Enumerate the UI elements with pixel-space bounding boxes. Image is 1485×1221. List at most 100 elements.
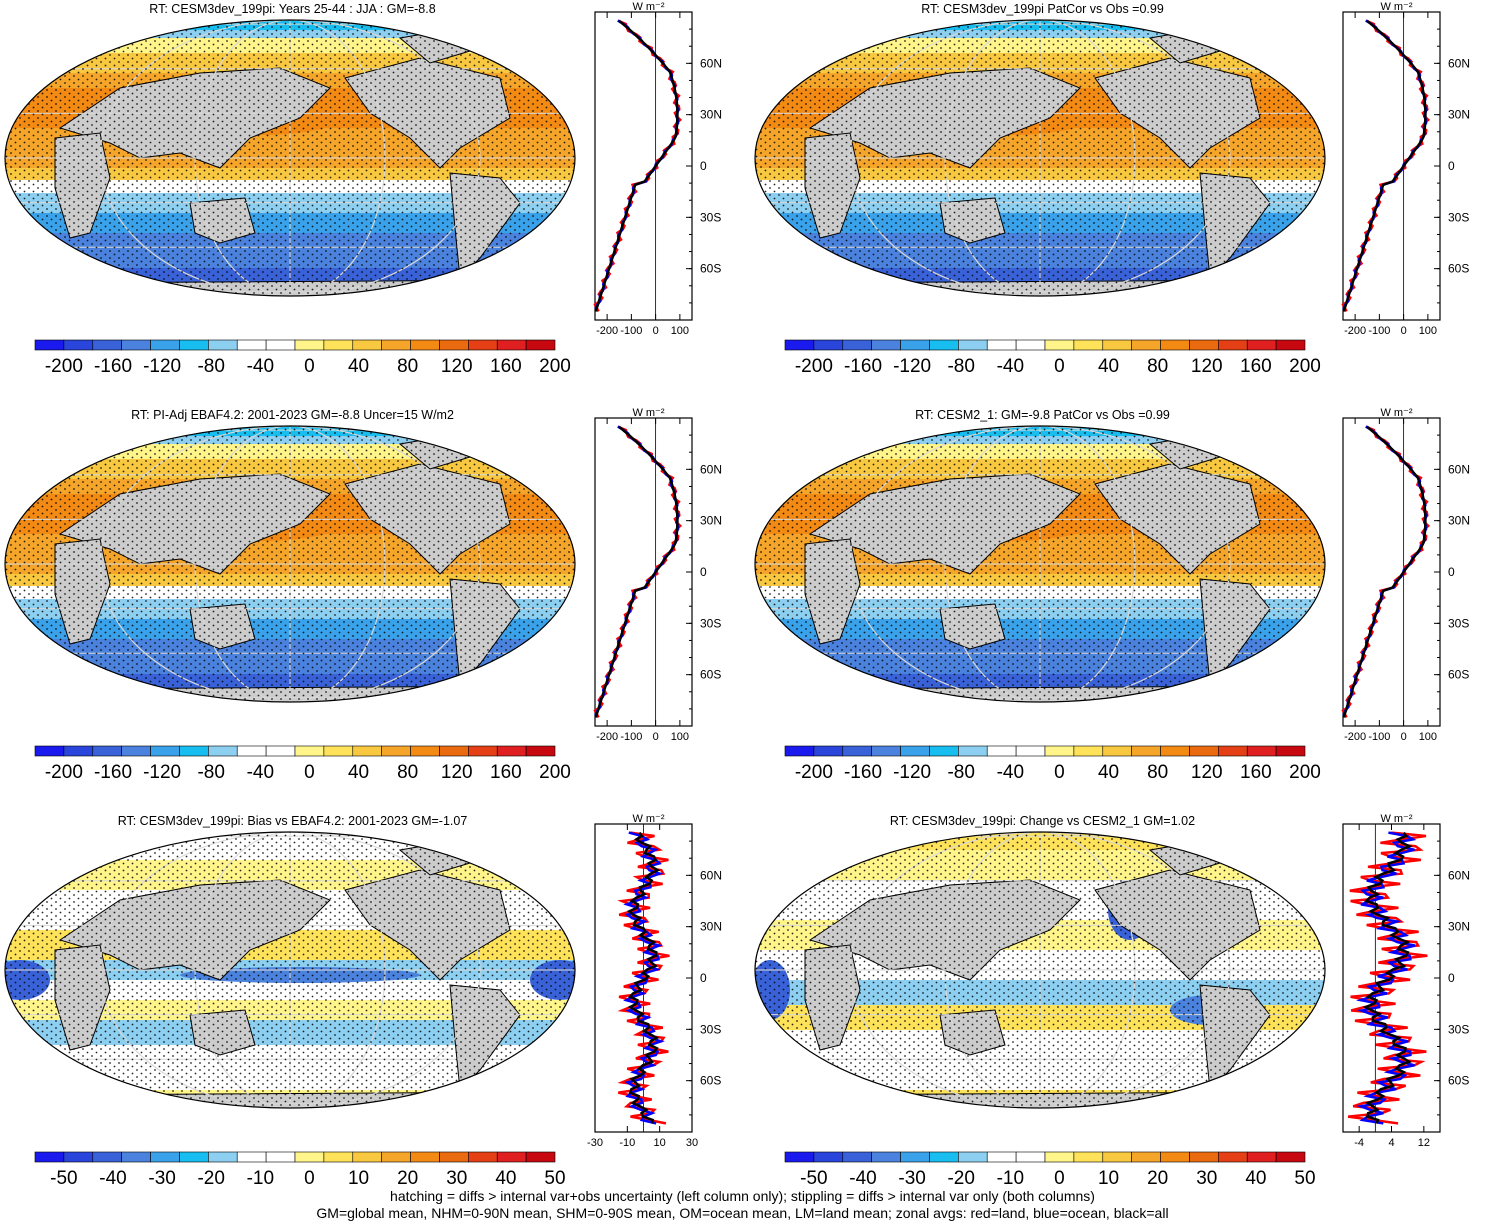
colorbar-swatch: [121, 339, 151, 351]
colorbar-swatch: [1015, 1151, 1046, 1163]
panel-5-colorbar: -50 -40 -30 -20 -10 0 10 20 30 40 50: [34, 1151, 566, 1189]
colorbar-swatch: [265, 1151, 296, 1163]
colorbar-tick-label: -120: [143, 356, 181, 377]
colorbar-tick-label: 40: [348, 356, 369, 377]
zonal-lat-label: 60N: [700, 868, 722, 882]
colorbar-swatch: [121, 745, 151, 757]
colorbar-swatch: [410, 1151, 440, 1163]
colorbar-swatch: [496, 745, 527, 757]
colorbar-tick-label: 80: [397, 356, 418, 377]
colorbar-tick-label: 200: [539, 762, 571, 783]
colorbar-swatch: [813, 339, 844, 351]
colorbar-swatch: [265, 339, 296, 351]
colorbar-swatch: [986, 1151, 1017, 1163]
zonal-x-tick-label: 100: [671, 731, 689, 743]
colorbar-tick-label: 0: [1054, 762, 1065, 783]
colorbar-tick-label: -120: [893, 762, 931, 783]
colorbar-tick-label: -10: [997, 1168, 1024, 1189]
colorbar-swatch: [1189, 745, 1219, 757]
zonal-x-tick-label: 100: [1419, 325, 1437, 337]
panel-6-map: [754, 831, 1326, 1109]
map-field: [755, 20, 1325, 296]
zonal-lat-label: 30S: [1448, 616, 1469, 630]
colorbar-tick-label: 120: [441, 762, 473, 783]
colorbar-tick-label: -40: [247, 762, 274, 783]
zonal-all-line: [626, 831, 661, 1124]
zonal-lat-label: 60N: [700, 462, 722, 476]
panel-6-zonal-plot: W m⁻² 60N 30N 0 30S 60S -4 4 12: [1342, 813, 1470, 1149]
colorbar-tick-label: 0: [1054, 1168, 1065, 1189]
colorbar-tick-label: -200: [45, 762, 83, 783]
colorbar-swatch: [265, 745, 296, 757]
colorbar-swatch: [63, 339, 94, 351]
panel-4-map: [754, 425, 1326, 703]
colorbar-swatch: [1102, 339, 1132, 351]
colorbar-swatch: [381, 1151, 411, 1163]
zonal-lat-label: 60N: [1448, 56, 1470, 70]
zonal-lat-label: 0: [1448, 565, 1455, 579]
zonal-all-line: [1362, 831, 1413, 1124]
zonal-lat-label: 30S: [1448, 210, 1469, 224]
colorbar-swatch: [34, 339, 65, 351]
colorbar-swatch: [784, 339, 815, 351]
colorbar-swatch: [496, 339, 527, 351]
colorbar-tick-label: 160: [1240, 356, 1272, 377]
colorbar-tick-label: 0: [304, 762, 315, 783]
colorbar-tick-label: -120: [893, 356, 931, 377]
colorbar-swatch: [842, 1151, 872, 1163]
zonal-x-tick-label: -10: [619, 1137, 635, 1149]
colorbar-swatch: [468, 745, 498, 757]
colorbar-swatch: [1275, 339, 1306, 351]
colorbar-swatch: [63, 745, 94, 757]
colorbar-swatch: [1160, 745, 1190, 757]
colorbar-swatch: [208, 745, 238, 757]
colorbar-swatch: [208, 1151, 238, 1163]
colorbar-swatch: [929, 339, 959, 351]
zonal-x-tick-label: 0: [1401, 731, 1407, 743]
colorbar-swatch: [784, 745, 815, 757]
colorbar-swatch: [150, 339, 180, 351]
colorbar-tick-label: 80: [397, 762, 418, 783]
colorbar-tick-label: 40: [1245, 1168, 1266, 1189]
zonal-lat-label: 30S: [700, 210, 721, 224]
zonal-lat-label: 30S: [1448, 1022, 1469, 1036]
panel-3-title: RT: PI-Adj EBAF4.2: 2001-2023 GM=-8.8 Un…: [131, 408, 454, 422]
colorbar-tick-label: -200: [795, 762, 833, 783]
colorbar-swatch: [1160, 1151, 1190, 1163]
panel-3-colorbar: -200 -160 -120 -80 -40 0 40 80 120 160 200: [34, 745, 571, 783]
colorbar-swatch: [410, 745, 440, 757]
colorbar-swatch: [1218, 1151, 1248, 1163]
colorbar-tick-label: -80: [197, 356, 224, 377]
zonal-unit-label: W m⁻²: [1380, 1, 1412, 13]
zonal-land-line: [1341, 425, 1431, 718]
colorbar-swatch: [986, 745, 1017, 757]
zonal-lat-label: 0: [700, 971, 707, 985]
panel-2-title: RT: CESM3dev_199pi PatCor vs Obs =0.99: [921, 2, 1164, 16]
colorbar-tick-label: -80: [947, 762, 974, 783]
colorbar-tick-label: 80: [1147, 356, 1168, 377]
zonal-all-line: [594, 19, 679, 312]
colorbar-swatch: [1131, 745, 1161, 757]
colorbar-swatch: [813, 1151, 844, 1163]
zonal-x-tick-label: -200: [596, 325, 618, 337]
colorbar-swatch: [92, 339, 122, 351]
colorbar-swatch: [1131, 339, 1161, 351]
colorbar-swatch: [900, 339, 930, 351]
colorbar-swatch: [439, 1151, 469, 1163]
zonal-lat-label: 60S: [700, 668, 721, 682]
colorbar-swatch: [1044, 1151, 1075, 1163]
zonal-land-line: [1341, 19, 1431, 312]
zonal-x-tick-label: -100: [620, 731, 642, 743]
colorbar-swatch: [1102, 745, 1132, 757]
zonal-x-tick-label: 0: [1401, 325, 1407, 337]
zonal-x-tick-label: -100: [1368, 731, 1390, 743]
colorbar-tick-label: -200: [795, 356, 833, 377]
colorbar-swatch: [842, 745, 872, 757]
colorbar-swatch: [468, 1151, 498, 1163]
colorbar-swatch: [1073, 1151, 1104, 1163]
zonal-x-tick-label: 0: [653, 731, 659, 743]
colorbar-swatch: [958, 1151, 988, 1163]
zonal-x-tick-label: -100: [1368, 325, 1390, 337]
colorbar-tick-label: 120: [1191, 356, 1223, 377]
colorbar-swatch: [496, 1151, 527, 1163]
